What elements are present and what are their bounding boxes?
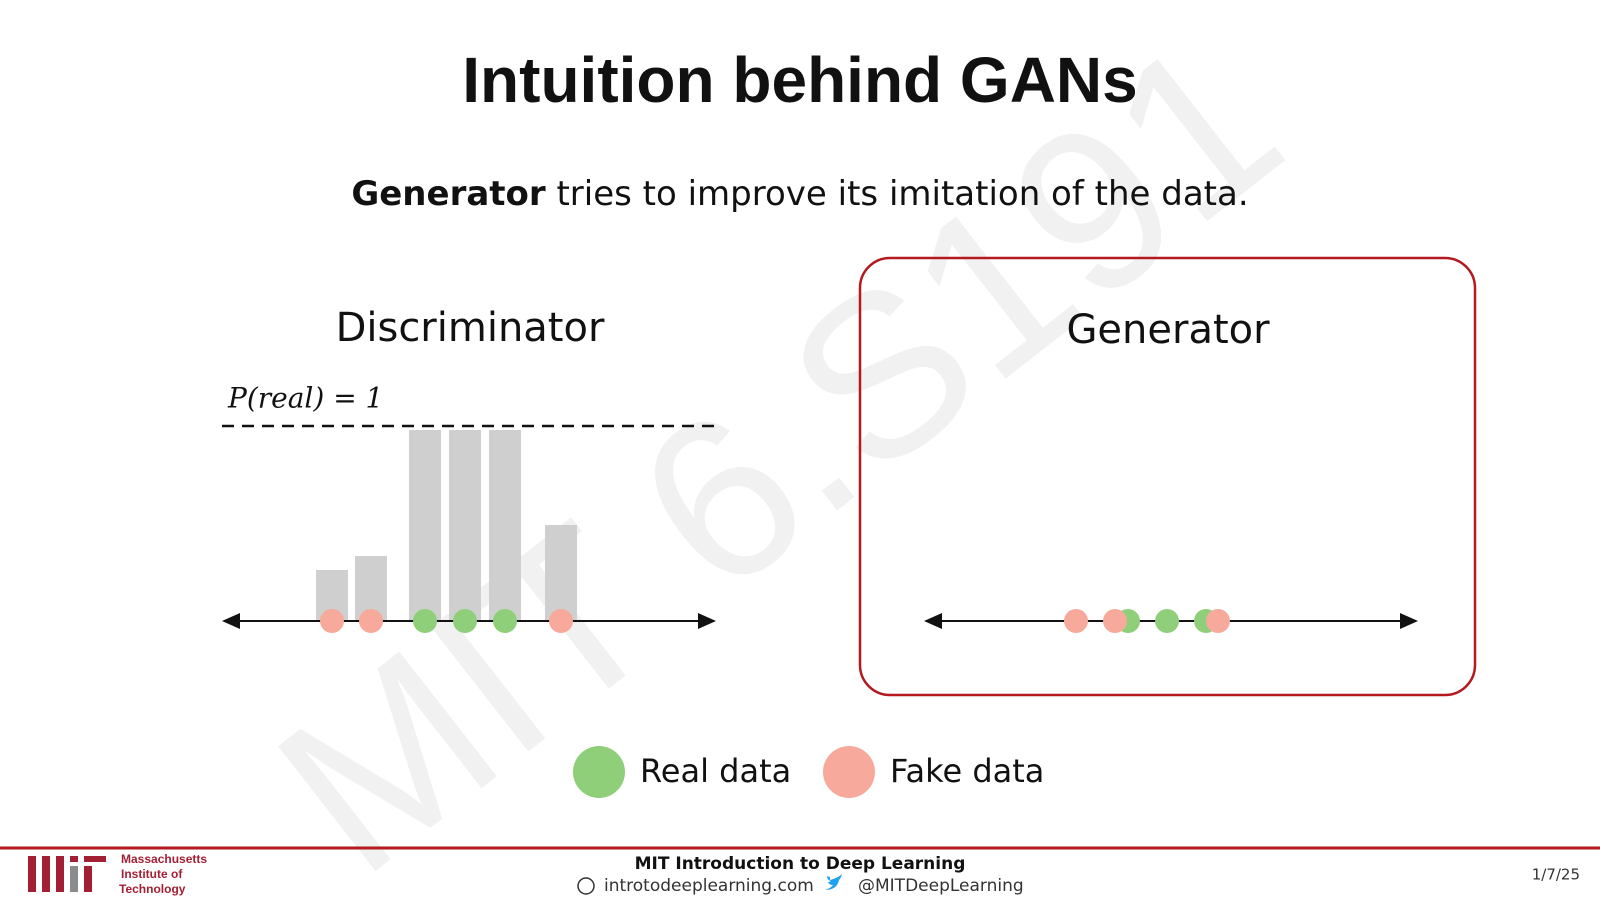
generator-box <box>858 256 1477 697</box>
mit-logo <box>28 856 106 892</box>
real-point <box>413 609 437 633</box>
fake-point <box>1206 609 1230 633</box>
fake-point <box>1064 609 1088 633</box>
real-point <box>493 609 517 633</box>
course-name: MIT Introduction to Deep Learning <box>635 854 966 874</box>
subtitle: Generator tries to improve its imitation… <box>351 174 1248 214</box>
website: introtodeeplearning.com <box>604 876 814 896</box>
real-point <box>1155 609 1179 633</box>
bar <box>489 430 521 621</box>
fake-point <box>320 609 344 633</box>
twitter-handle: @MITDeepLearning <box>858 876 1024 896</box>
institute-line: Massachusetts <box>121 852 207 866</box>
subtitle-rest: tries to improve its imitation of the da… <box>546 174 1249 214</box>
bars <box>316 430 577 621</box>
discriminator-label: Discriminator <box>336 305 605 351</box>
institute-line: Institute of <box>121 867 183 881</box>
globe-icon <box>577 877 595 895</box>
institute-line: Technology <box>119 882 186 896</box>
legend-swatch <box>823 746 875 798</box>
legend-label: Real data <box>640 752 791 790</box>
legend-swatch <box>573 746 625 798</box>
slide-title: Intuition behind GANs <box>462 44 1137 116</box>
legend-label: Fake data <box>890 752 1044 790</box>
fake-point <box>359 609 383 633</box>
subtitle-bold: Generator <box>351 174 546 214</box>
bar <box>449 430 481 621</box>
twitter-icon <box>825 874 842 890</box>
bar <box>545 525 577 621</box>
slide-date: 1/7/25 <box>1532 866 1580 884</box>
bar <box>409 430 441 621</box>
discriminator-points <box>320 609 573 633</box>
threshold-label: P(real) = 1 <box>227 382 383 415</box>
generator-points <box>1064 609 1230 633</box>
institute-name: Massachusetts Institute of Technology <box>119 852 207 896</box>
fake-point <box>1103 609 1127 633</box>
fake-point <box>549 609 573 633</box>
real-point <box>453 609 477 633</box>
generator-label: Generator <box>1066 307 1270 353</box>
